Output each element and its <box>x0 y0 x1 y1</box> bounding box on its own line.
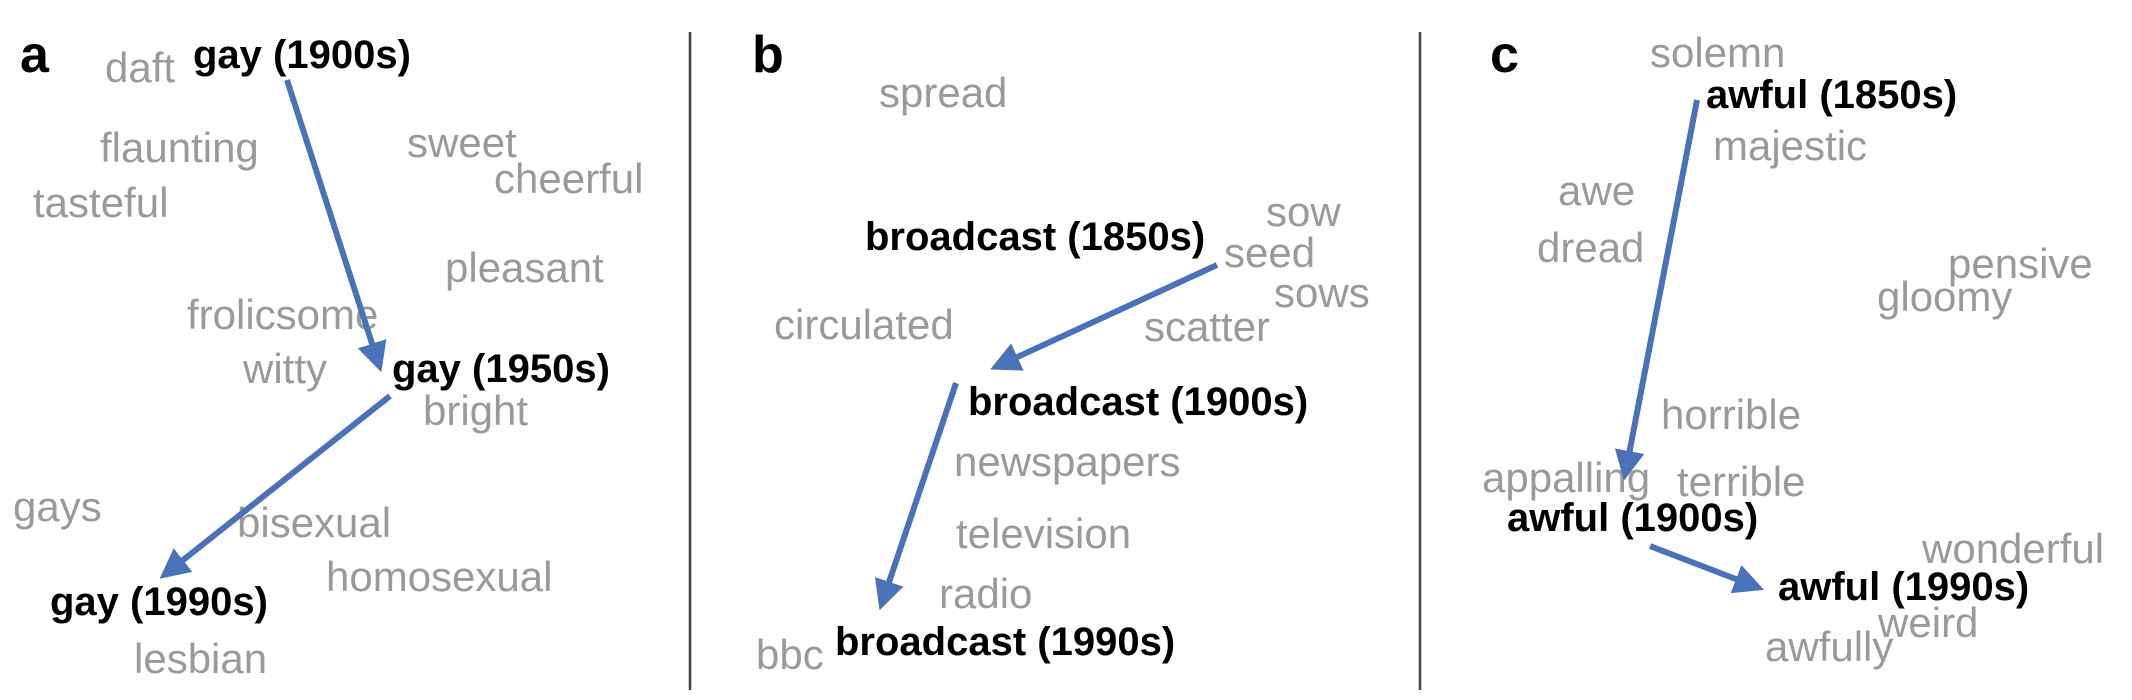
target-awful-1900s: awful (1900s) <box>1507 496 1758 540</box>
context-word-terrible: terrible <box>1677 458 1805 505</box>
target-gay-1950s: gay (1950s) <box>392 347 610 391</box>
context-word-homosexual: homosexual <box>326 553 552 600</box>
shift-arrow-broadcast-1900s-1990s <box>874 382 959 611</box>
context-word-sweet: sweet <box>407 119 517 166</box>
context-word-solemn: solemn <box>1650 29 1785 76</box>
context-word-gloomy: gloomy <box>1877 273 2012 320</box>
context-word-radio: radio <box>939 570 1032 617</box>
target-awful-1990s: awful (1990s) <box>1778 565 2029 609</box>
target-broadcast-1990s: broadcast (1990s) <box>835 620 1175 664</box>
context-word-bbc: bbc <box>756 631 824 678</box>
panel-label-a: a <box>20 26 50 84</box>
context-word-sow: sow <box>1266 188 1341 235</box>
context-word-cheerful: cheerful <box>494 155 643 202</box>
context-word-pleasant: pleasant <box>445 244 604 291</box>
panel-label-b: b <box>752 26 784 84</box>
context-word-frolicsome: frolicsome <box>187 291 378 338</box>
context-word-gays: gays <box>13 483 102 530</box>
context-word-awe: awe <box>1558 167 1635 214</box>
context-word-circulated: circulated <box>774 301 954 348</box>
shift-arrow-gay-1900s-1950s <box>284 79 387 373</box>
shift-arrow-awful-1900s-1990s <box>1648 543 1765 594</box>
panel-c: c solemn majestic awe dread pensive gloo… <box>1482 26 2104 670</box>
context-word-tasteful: tasteful <box>33 179 168 226</box>
panel-a: a daft flaunting tasteful sweet cheerful… <box>13 26 643 682</box>
context-word-scatter: scatter <box>1144 303 1270 350</box>
context-word-awfully: awfully <box>1765 623 1893 670</box>
context-word-lesbian: lesbian <box>134 635 267 682</box>
context-word-horrible: horrible <box>1661 391 1801 438</box>
context-word-daft: daft <box>105 44 175 91</box>
target-gay-1990s: gay (1990s) <box>50 580 268 624</box>
context-word-dread: dread <box>1537 224 1644 271</box>
context-word-newspapers: newspapers <box>954 438 1180 485</box>
context-word-television: television <box>956 510 1131 557</box>
shift-arrow-gay-1950s-1990s <box>159 393 392 579</box>
context-word-pensive: pensive <box>1948 240 2093 287</box>
target-gay-1900s: gay (1900s) <box>193 33 411 77</box>
context-word-weird: weird <box>1877 599 1978 646</box>
context-word-sows: sows <box>1274 269 1370 316</box>
context-word-flaunting: flaunting <box>100 124 259 171</box>
target-broadcast-1850s: broadcast (1850s) <box>865 215 1205 259</box>
target-broadcast-1900s: broadcast (1900s) <box>968 380 1308 424</box>
context-word-majestic: majestic <box>1713 122 1867 169</box>
context-word-spread: spread <box>879 69 1007 116</box>
context-word-bright: bright <box>423 387 528 434</box>
panel-b: b spread sow seed sows circulated scatte… <box>752 26 1370 678</box>
shift-arrow-awful-1850s-1900s <box>1614 99 1700 481</box>
panel-label-c: c <box>1490 26 1519 84</box>
target-awful-1850s: awful (1850s) <box>1706 73 1957 117</box>
shift-arrow-broadcast-1850s-1900s <box>990 262 1219 371</box>
context-word-seed: seed <box>1224 229 1315 276</box>
context-word-wonderful: wonderful <box>1921 525 2104 572</box>
context-word-witty: witty <box>242 345 327 392</box>
context-word-bisexual: bisexual <box>237 499 391 546</box>
